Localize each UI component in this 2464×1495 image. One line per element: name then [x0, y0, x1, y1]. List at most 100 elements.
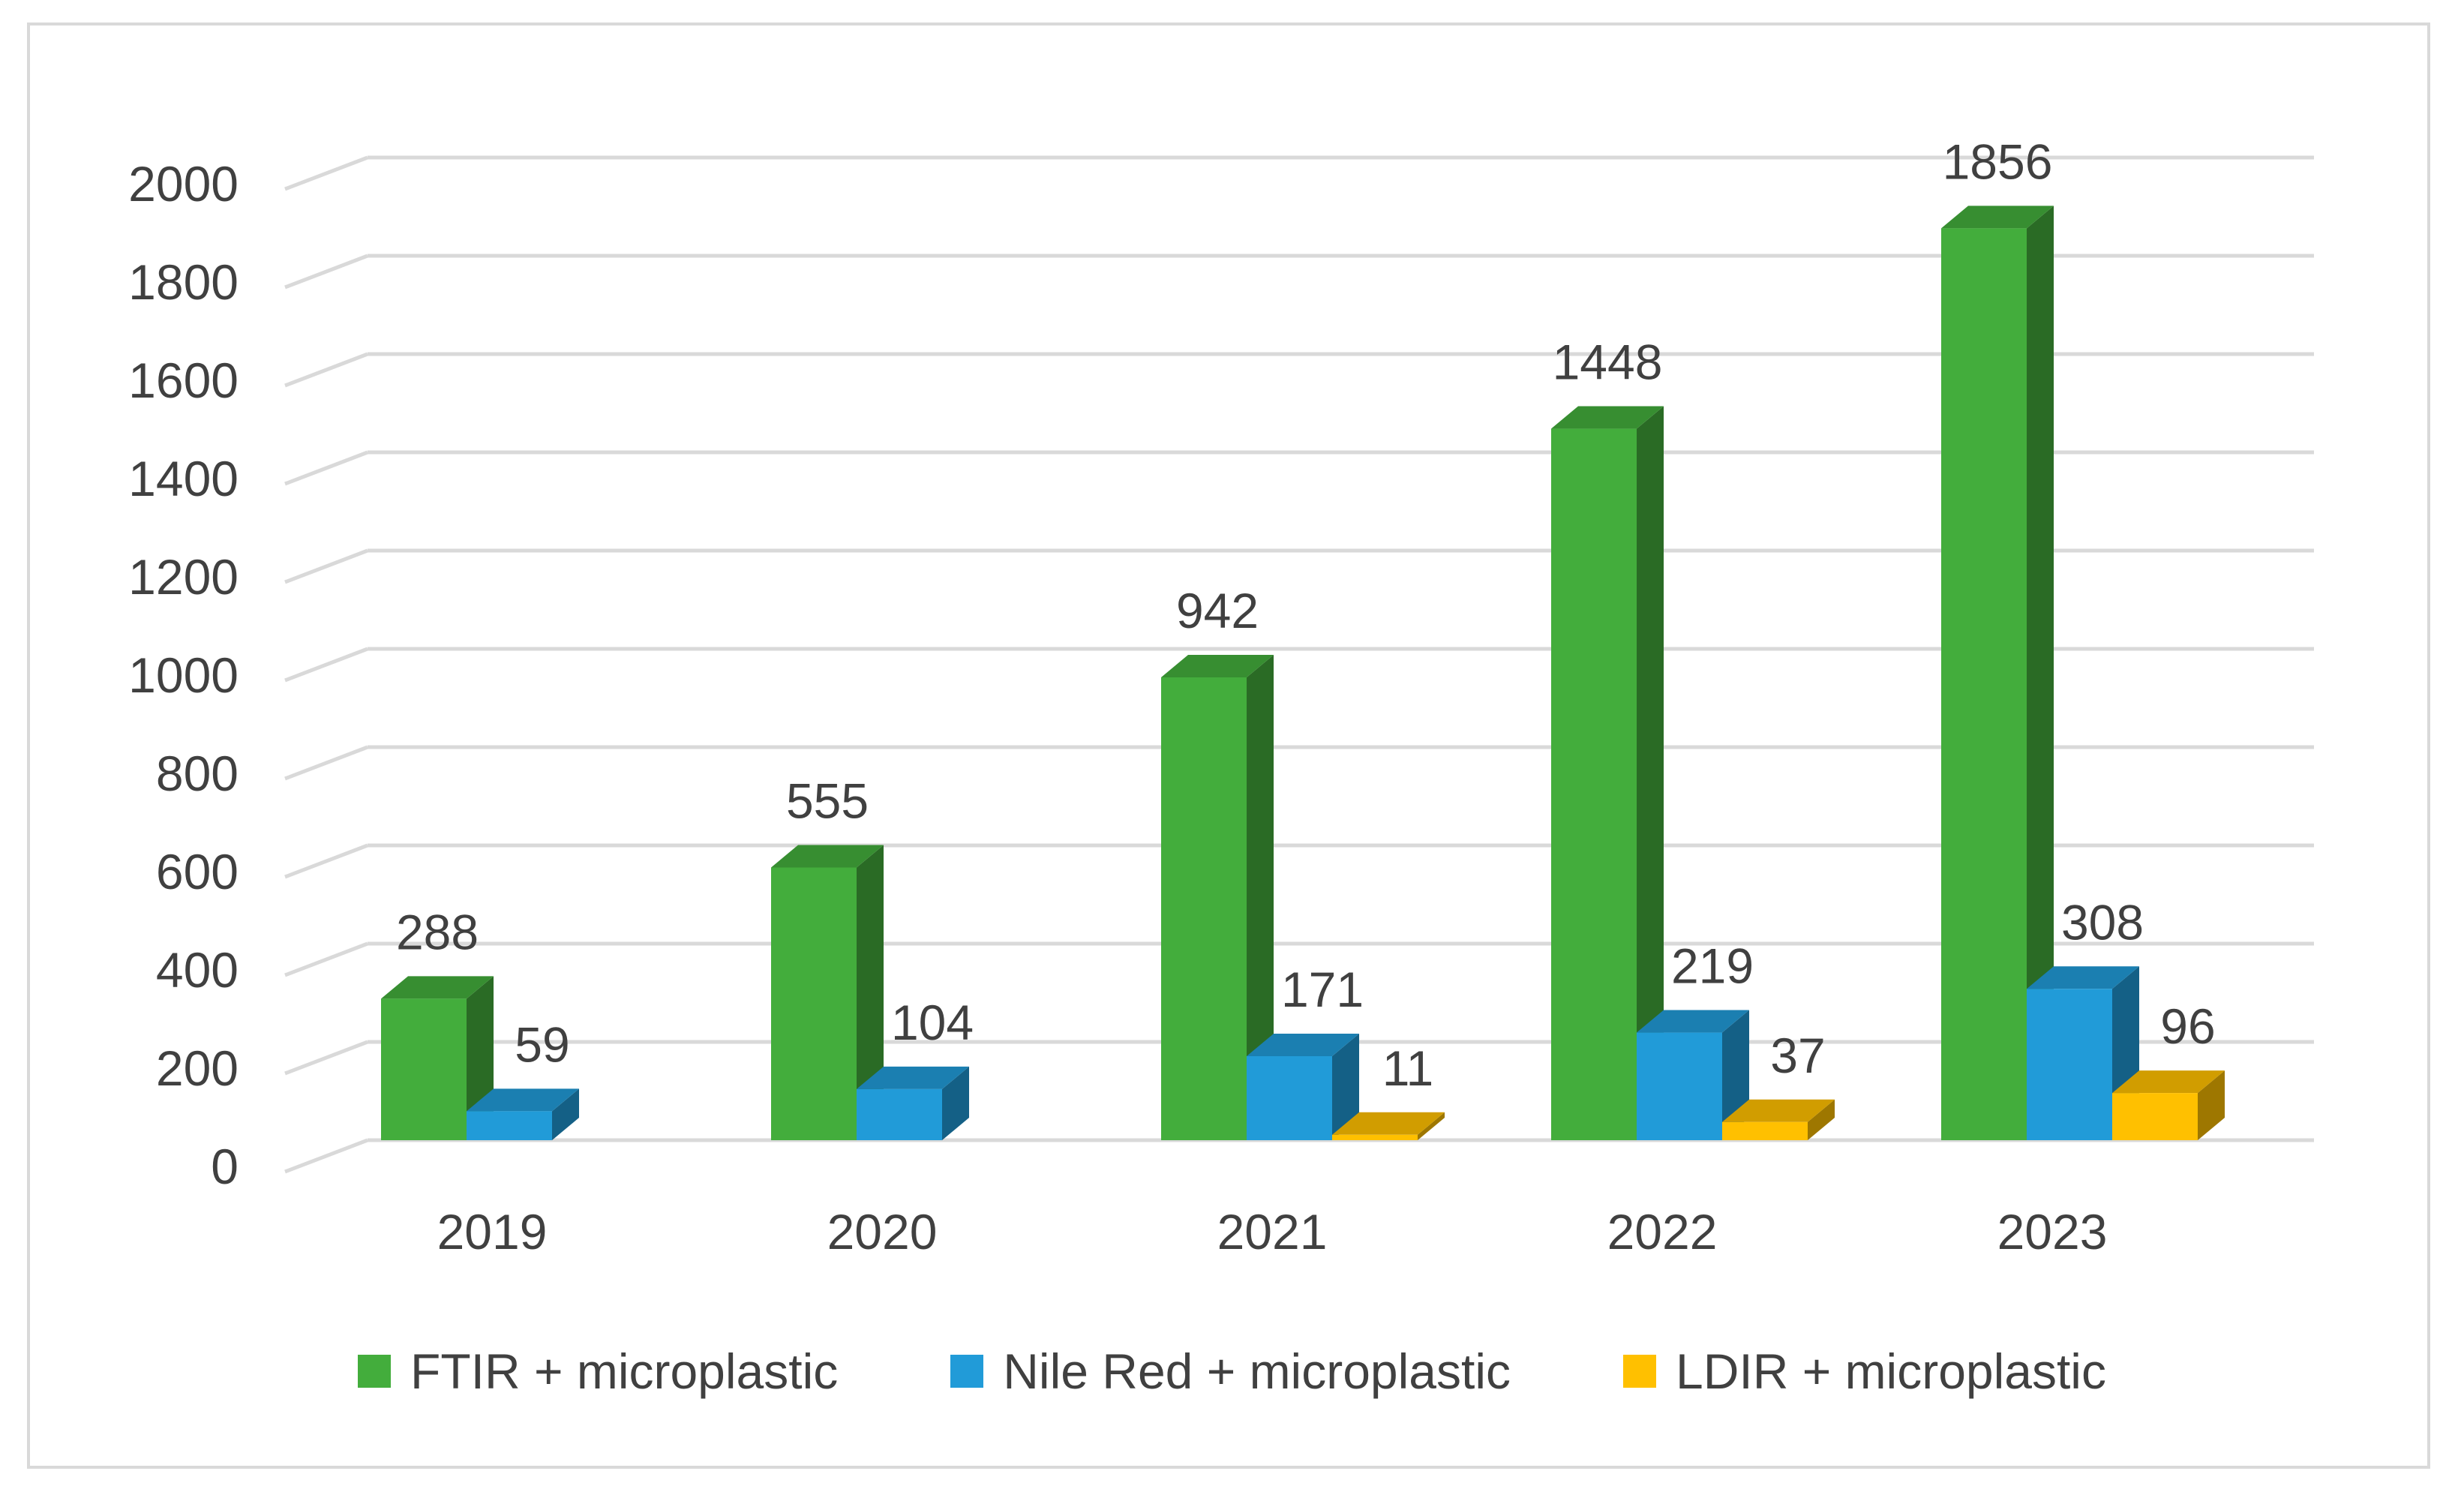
x-axis-category-labels: 2019 2020 2021 2022 2023: [437, 1204, 2108, 1259]
bar-top: [1247, 1033, 1359, 1056]
bar-top: [857, 1066, 969, 1089]
bar-2022-series-2: [1722, 1099, 1835, 1140]
bar-front: [381, 998, 467, 1140]
bar-side: [942, 1066, 969, 1140]
bar-side: [1247, 654, 1274, 1140]
bar-2021-series-1: [1247, 1033, 1359, 1140]
bar-2023-series-0: [1941, 206, 2054, 1140]
bar-2021-series-2: [1332, 1112, 1445, 1140]
y-tick-label: 800: [156, 746, 239, 801]
bar-2019-series-1: [467, 1088, 579, 1140]
bar-side: [857, 845, 884, 1140]
gridline-diagonal-9: [284, 254, 368, 290]
bar-top: [771, 845, 884, 868]
bar-front: [1332, 1134, 1418, 1140]
bars: [381, 206, 2225, 1140]
bar-2022-series-0: [1551, 406, 1664, 1140]
bar-top: [1161, 654, 1274, 677]
bar-side: [1808, 1099, 1835, 1140]
data-label-2023-series-0: 1856: [1943, 134, 2053, 189]
bar-side: [1637, 406, 1664, 1140]
y-axis-tick-labels: 0 200 400 600 800 1000 1200 1400 1600 1800 2000: [128, 156, 239, 1194]
bar-front: [467, 1111, 552, 1140]
bar-side: [2198, 1070, 2225, 1140]
bar-front: [2027, 989, 2112, 1140]
data-label-2023-series-1: 308: [2061, 894, 2144, 950]
data-label-2023-series-2: 96: [2160, 998, 2215, 1054]
y-tick-label: 1200: [128, 549, 239, 605]
legend-swatch-nile-red: [950, 1355, 984, 1388]
bar-2020-series-1: [857, 1066, 969, 1140]
x-category-label: 2019: [437, 1204, 548, 1259]
bar-top: [1551, 406, 1664, 429]
bar-2020-series-0: [771, 845, 884, 1140]
data-label-2020-series-0: 555: [786, 773, 869, 828]
legend-label-ftir: FTIR + microplastic: [410, 1343, 839, 1399]
bar-side: [2027, 206, 2054, 1140]
bar-front: [771, 867, 857, 1140]
bar-2021-series-0: [1161, 654, 1274, 1140]
data-label-2021-series-0: 942: [1176, 583, 1259, 638]
data-label-2021-series-2: 11: [1382, 1040, 1434, 1096]
bar-front: [1161, 677, 1247, 1140]
data-label-2019-series-1: 59: [515, 1016, 569, 1072]
x-category-label: 2023: [1997, 1204, 2108, 1259]
data-labels: 288 59 555 104 942 171 11 1448 219 37 1856 308 96: [396, 134, 2216, 1095]
bar-front: [857, 1088, 942, 1140]
gridline-diagonal-2: [284, 941, 368, 977]
bar-top: [467, 1088, 579, 1112]
legend: FTIR + microplastic Nile Red + microplas…: [0, 1343, 2464, 1400]
data-label-2021-series-1: 171: [1281, 962, 1364, 1017]
x-category-label: 2022: [1607, 1204, 1718, 1259]
bar-front: [2112, 1093, 2198, 1140]
y-tick-label: 400: [156, 942, 239, 998]
bar-top: [1637, 1010, 1749, 1033]
y-tick-label: 1000: [128, 647, 239, 703]
data-label-2022-series-1: 219: [1671, 938, 1754, 994]
bar-top: [1941, 206, 2054, 229]
y-tick-label: 0: [211, 1139, 239, 1194]
legend-label-ldir: LDIR + microplastic: [1675, 1343, 2106, 1399]
bar-top: [1722, 1099, 1835, 1122]
legend-item-nile-red: Nile Red + microplastic: [950, 1343, 1511, 1400]
bar-side: [1332, 1033, 1359, 1140]
bar-side: [552, 1088, 579, 1140]
bar-top: [2112, 1070, 2225, 1094]
gridline-diagonal-7: [284, 450, 368, 486]
y-tick-label: 1600: [128, 353, 239, 408]
legend-label-nile-red: Nile Red + microplastic: [1003, 1343, 1511, 1399]
data-label-2019-series-0: 288: [396, 904, 479, 959]
y-tick-label: 2000: [128, 156, 239, 212]
gridline-diagonal-0: [284, 1138, 368, 1174]
gridline-diagonal-8: [284, 352, 368, 388]
bar-front: [1637, 1032, 1722, 1140]
y-tick-label: 200: [156, 1040, 239, 1096]
y-tick-label: 600: [156, 844, 239, 899]
legend-swatch-ftir: [358, 1355, 391, 1388]
bar-top: [1332, 1112, 1445, 1135]
data-label-2020-series-1: 104: [891, 995, 974, 1050]
data-label-2022-series-0: 1448: [1553, 335, 1663, 390]
legend-item-ldir: LDIR + microplastic: [1622, 1343, 2106, 1400]
x-category-label: 2021: [1217, 1204, 1328, 1259]
gridline-diagonal-1: [284, 1040, 368, 1076]
bar-front: [1722, 1121, 1808, 1140]
y-tick-label: 1800: [128, 254, 239, 310]
x-category-label: 2020: [827, 1204, 938, 1259]
bar-top: [381, 976, 494, 999]
legend-item-ftir: FTIR + microplastic: [358, 1343, 838, 1400]
gridline-diagonal-10: [284, 155, 368, 191]
legend-swatch-ldir: [1622, 1355, 1656, 1388]
bar-front: [1551, 428, 1637, 1140]
gridline-diagonal-4: [284, 745, 368, 781]
bar-front: [1941, 228, 2027, 1140]
gridline-diagonal-6: [284, 548, 368, 584]
bar-top: [2027, 966, 2139, 989]
gridline-diagonal-5: [284, 647, 368, 683]
bar-front: [1247, 1055, 1332, 1140]
data-label-2022-series-2: 37: [1770, 1028, 1825, 1083]
bar-2023-series-2: [2112, 1070, 2225, 1140]
bar-2019-series-0: [381, 976, 494, 1140]
bar-side: [1418, 1112, 1445, 1140]
